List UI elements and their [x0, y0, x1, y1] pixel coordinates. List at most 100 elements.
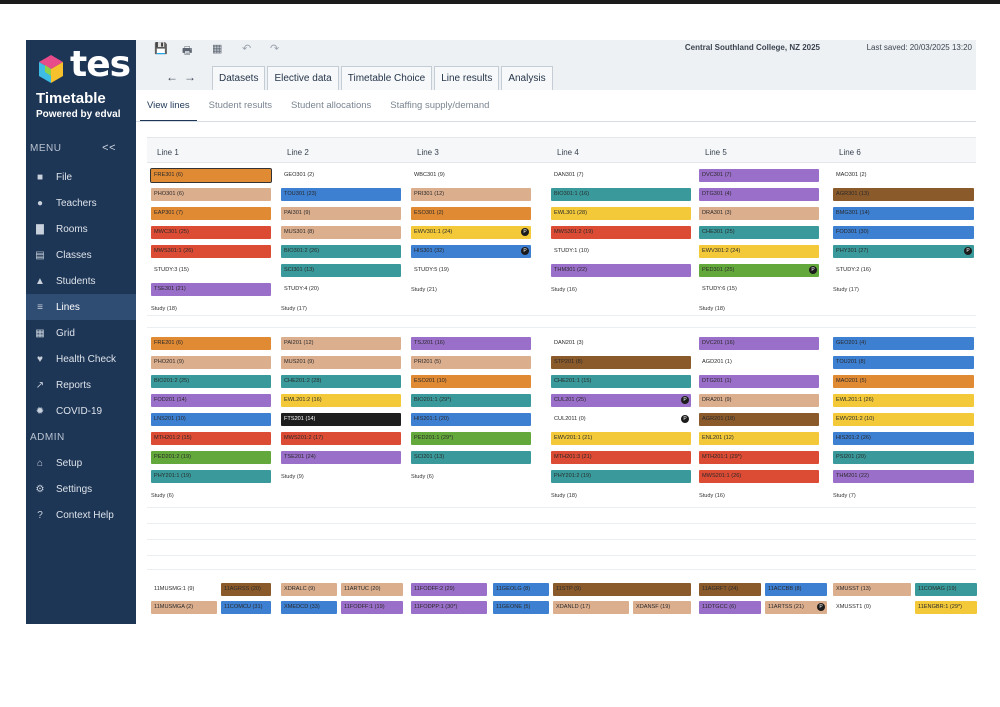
class-chip[interactable]: STUDY:2 (16) [836, 267, 871, 273]
tab-line-results[interactable]: Line results [434, 66, 500, 90]
class-chip[interactable]: XDANLD (17) [553, 601, 629, 614]
class-chip[interactable]: DTG301 (4) [699, 188, 819, 201]
class-chip[interactable]: LNS201 (10) [151, 413, 271, 426]
undo-icon[interactable]: ↶ [242, 43, 252, 55]
redo-icon[interactable]: ↷ [270, 43, 280, 55]
class-chip[interactable]: THM301 (22) [551, 264, 691, 277]
class-chip[interactable]: CHE201:1 (15) [551, 375, 691, 388]
class-chip[interactable]: DAN301 (7) [554, 172, 584, 178]
class-chip[interactable]: CHE201:2 (28) [281, 375, 401, 388]
sidebar-item-rooms[interactable]: ▇ Rooms [26, 216, 136, 242]
class-chip[interactable]: STUDY:5 (19) [414, 267, 449, 273]
class-chip[interactable]: 11COMCU (31) [221, 601, 271, 614]
class-chip[interactable]: 11COMAG (19) [915, 583, 977, 596]
class-chip[interactable]: PED201:1 (29*) [411, 432, 531, 445]
print-icon[interactable]: 🖶 [182, 45, 193, 57]
sidebar-item-file[interactable]: ■ File [26, 164, 136, 190]
class-chip[interactable]: XDANSF (19) [633, 601, 691, 614]
class-chip[interactable]: ESO201 (10) [411, 375, 531, 388]
class-chip[interactable]: 11GEONE (5) [493, 601, 549, 614]
class-chip[interactable]: ESO301 (2) [411, 207, 531, 220]
class-chip[interactable]: STUDY:6 (15) [702, 286, 737, 292]
forward-arrow-icon[interactable]: → [184, 70, 196, 84]
subtab-student-allocations[interactable]: Student allocations [290, 100, 372, 111]
class-chip[interactable]: XDRALC (9) [281, 583, 337, 596]
class-chip[interactable]: AGR301 (13) [833, 188, 974, 201]
class-chip[interactable]: DTG201 (1) [699, 375, 819, 388]
class-chip[interactable]: DVC301 (7) [699, 169, 819, 182]
back-arrow-icon[interactable]: ← [166, 70, 178, 84]
sidebar-item-reports[interactable]: ↗ Reports [26, 372, 136, 398]
class-chip[interactable]: MWS201:2 (17) [281, 432, 401, 445]
class-chip[interactable]: EWV301:2 (24) [699, 245, 819, 258]
sidebar-item-grid[interactable]: ▦ Grid [26, 320, 136, 346]
class-chip[interactable]: EWV301:1 (24) P [411, 226, 531, 239]
class-chip[interactable]: FTS201 (14) [281, 413, 401, 426]
class-chip[interactable]: ENL201 (12) [699, 432, 819, 445]
class-chip[interactable]: SCI201 (13) [411, 451, 531, 464]
class-chip[interactable]: MWS201:1 (26) [699, 470, 819, 483]
save-icon[interactable]: 💾 [154, 43, 168, 55]
sidebar-item-health-check[interactable]: ♥ Health Check [26, 346, 136, 372]
class-chip[interactable]: BIO201:1 (29*) [411, 394, 531, 407]
class-chip[interactable]: BMG301 (14) [833, 207, 974, 220]
class-chip[interactable]: EWL201:1 (26) [833, 394, 974, 407]
subtab-staffing-supply-demand[interactable]: Staffing supply/demand [390, 100, 490, 111]
class-chip[interactable]: SCI301 (13) [281, 264, 401, 277]
class-chip[interactable]: EWL201:2 (16) [281, 394, 401, 407]
class-chip[interactable]: PHY201:2 (19) [551, 470, 691, 483]
class-chip[interactable]: PRI201 (5) [411, 356, 531, 369]
class-chip[interactable]: 11ACCBB (8) [765, 583, 827, 596]
class-chip[interactable]: MUS301 (8) [281, 226, 401, 239]
class-chip[interactable]: HIS201:1 (20) [411, 413, 531, 426]
class-chip[interactable]: MTH201:1 (29*) [699, 451, 819, 464]
class-chip[interactable]: PHY301 (27) P [833, 245, 974, 258]
class-chip[interactable]: PAI201 (12) [281, 337, 401, 350]
class-chip[interactable]: MTH201:3 (21) [551, 451, 691, 464]
class-chip[interactable]: 11GEOLG (8) [493, 583, 549, 596]
class-chip[interactable]: HIS201:2 (26) [833, 432, 974, 445]
class-chip[interactable]: STUDY:1 (10) [554, 248, 589, 254]
class-chip[interactable]: 11FODFF:1 (19) [341, 601, 403, 614]
sidebar-item-settings[interactable]: ⚙ Settings [26, 476, 136, 502]
class-chip[interactable]: TOU201 (8) [833, 356, 974, 369]
class-chip[interactable]: HIS301 (32) P [411, 245, 531, 258]
tab-timetable-choice[interactable]: Timetable Choice [340, 66, 433, 90]
class-chip[interactable]: BIO301:2 (26) [281, 245, 401, 258]
class-chip[interactable]: MAO301 (2) [836, 172, 867, 178]
class-chip[interactable]: 11FODFF:2 (29) [411, 583, 487, 596]
collapse-menu-icon[interactable]: << [102, 142, 116, 154]
class-chip[interactable]: 11ARTSS (21) P [765, 601, 827, 614]
class-chip[interactable]: PSI201 (20) [833, 451, 974, 464]
class-chip[interactable]: PHY201:1 (19) [151, 470, 271, 483]
sidebar-item-classes[interactable]: ▤ Classes [26, 242, 136, 268]
class-chip[interactable]: MAO201 (5) [833, 375, 974, 388]
class-chip[interactable]: DAN201 (3) [554, 340, 584, 346]
class-chip[interactable]: CUL2011 (0) P [551, 413, 691, 426]
sidebar-item-teachers[interactable]: ● Teachers [26, 190, 136, 216]
class-chip[interactable]: AGD201 (1) [702, 359, 732, 365]
class-chip[interactable]: MTH201:2 (15) [151, 432, 271, 445]
class-chip[interactable]: BIO201:2 (25) [151, 375, 271, 388]
class-chip[interactable]: GEO301 (2) [284, 172, 315, 178]
class-chip[interactable]: TSJ201 (16) [411, 337, 531, 350]
subtab-student-results[interactable]: Student results [208, 100, 272, 111]
sidebar-item-covid-19[interactable]: ✹ COVID-19 [26, 398, 136, 424]
class-chip[interactable]: CHE301 (25) [699, 226, 819, 239]
tab-elective-data[interactable]: Elective data [267, 66, 339, 90]
class-chip[interactable]: DRA201 (9) [699, 394, 819, 407]
class-chip[interactable]: BIO301:1 (16) [551, 188, 691, 201]
class-chip[interactable]: 11ARTUC (20) [341, 583, 403, 596]
sidebar-item-setup[interactable]: ⌂ Setup [26, 450, 136, 476]
class-chip[interactable]: 11STP (9) [553, 583, 691, 596]
class-chip[interactable]: 11ENGBR:1 (29*) [915, 601, 977, 614]
class-chip[interactable]: EWL301 (28) [551, 207, 691, 220]
class-chip[interactable]: FRE201 (6) [151, 337, 271, 350]
class-chip[interactable]: PRI301 (12) [411, 188, 531, 201]
class-chip[interactable]: PAI301 (9) [281, 207, 401, 220]
subtab-view-lines[interactable]: View lines [140, 96, 197, 122]
class-chip[interactable]: MWS301:2 (19) [551, 226, 691, 239]
class-chip[interactable]: 11MUSMGA (2) [151, 601, 217, 614]
class-chip[interactable]: MUS201 (9) [281, 356, 401, 369]
class-chip[interactable]: STP201 (8) [551, 356, 691, 369]
